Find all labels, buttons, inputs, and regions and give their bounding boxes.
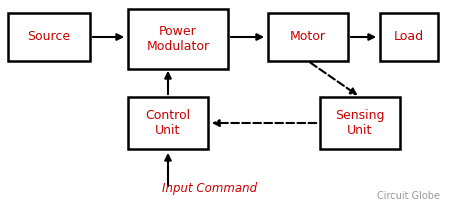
Bar (380, 13, 438, 61)
Bar (128, 9, 228, 69)
Text: Motor: Motor (290, 31, 326, 43)
Bar (8, 13, 90, 61)
Text: Sensing
Unit: Sensing Unit (335, 109, 385, 137)
Text: Input Command: Input Command (162, 182, 257, 195)
Bar (128, 97, 208, 149)
Text: Source: Source (27, 31, 71, 43)
Text: Power
Modulator: Power Modulator (146, 25, 210, 53)
Text: Circuit Globe: Circuit Globe (377, 191, 440, 201)
Text: Load: Load (394, 31, 424, 43)
Text: Control
Unit: Control Unit (145, 109, 190, 137)
Bar (268, 13, 348, 61)
Bar (320, 97, 400, 149)
